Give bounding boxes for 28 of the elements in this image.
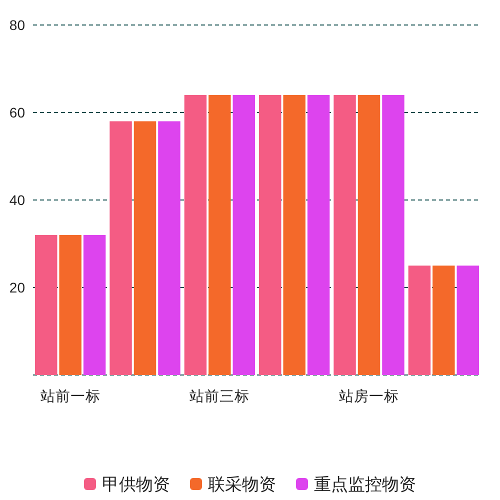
legend-label: 重点监控物资 bbox=[314, 475, 416, 494]
bar bbox=[134, 121, 156, 375]
legend-label: 联采物资 bbox=[208, 475, 276, 494]
y-tick-label: 40 bbox=[9, 192, 26, 208]
bar bbox=[35, 235, 58, 375]
bar bbox=[307, 95, 330, 375]
bar bbox=[334, 95, 356, 375]
bar bbox=[283, 95, 306, 375]
bar bbox=[184, 95, 207, 375]
bar bbox=[208, 95, 231, 375]
x-tick-label: 站前一标 bbox=[40, 388, 100, 405]
bar bbox=[456, 266, 479, 375]
y-tick-label: 80 bbox=[9, 17, 26, 33]
bar bbox=[432, 266, 455, 375]
bar bbox=[358, 95, 380, 375]
bar bbox=[259, 95, 282, 375]
legend-label: 甲供物资 bbox=[102, 475, 170, 494]
bar bbox=[59, 235, 82, 375]
bar bbox=[158, 121, 180, 375]
bar bbox=[232, 95, 255, 375]
x-tick-label: 站前三标 bbox=[190, 388, 250, 405]
bar bbox=[83, 235, 106, 375]
y-tick-label: 60 bbox=[9, 104, 26, 120]
x-tick-label: 站房一标 bbox=[339, 388, 399, 405]
bar bbox=[408, 266, 431, 375]
y-tick-label: 20 bbox=[9, 280, 26, 296]
bar bbox=[382, 95, 404, 375]
bar bbox=[110, 121, 132, 375]
